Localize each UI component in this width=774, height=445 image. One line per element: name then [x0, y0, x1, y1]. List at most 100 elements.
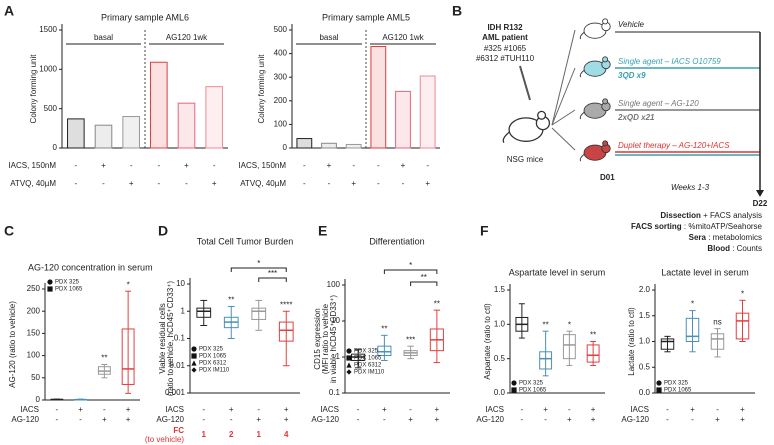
row-sign: - [157, 161, 160, 170]
mouse-icon [579, 18, 611, 40]
row-label: IACS, 150nM [8, 161, 56, 170]
fc-value: 1 [202, 430, 207, 439]
row-sign: + [256, 415, 261, 424]
y-axis-label: Aspartate (ratio to ctl) [483, 303, 492, 380]
bar [296, 138, 313, 149]
legend-marker [346, 369, 352, 375]
row-sign: + [327, 161, 332, 170]
panel-label: B [452, 3, 462, 19]
row-sign: - [328, 179, 331, 188]
patient-text: AML patient [482, 33, 528, 42]
panel-b: B IDH R132 AML patient #325 #1065 #6312 … [452, 3, 768, 253]
y-axis-label: Colony forming unit [29, 54, 38, 124]
significance: * [691, 300, 694, 309]
row-sign: - [102, 179, 105, 188]
y-tick-label: 200 [27, 306, 41, 315]
row-sign: - [202, 405, 205, 414]
readout: FACS sorting : %mitoATP/Seahorse [631, 222, 763, 231]
arm-schedule: 2xQD x21 [617, 113, 655, 122]
bar [177, 102, 196, 149]
comparison-bracket [230, 267, 287, 272]
row-label: ATVQ, 40µM [240, 179, 286, 188]
comparison-label: * [257, 259, 260, 268]
row-sign: - [74, 161, 77, 170]
significance: ** [101, 354, 107, 363]
fc-value: 2 [229, 430, 234, 439]
chart-title: Aspartate level in serum [509, 267, 606, 277]
row-sign: - [56, 405, 59, 414]
legend-marker [191, 360, 197, 366]
row-sign: - [230, 415, 233, 424]
y-tick-label: 50 [31, 373, 40, 382]
y-tick-label: 0.5 [639, 362, 651, 371]
row-label: IACS [165, 405, 184, 414]
legend-marker [47, 279, 53, 285]
box [278, 321, 294, 342]
panel-label: D [158, 223, 168, 239]
row-label: AG-120 [156, 415, 184, 424]
comparison-label: * [409, 261, 412, 270]
row-sign: + [543, 405, 548, 414]
row-label: AG-120 [621, 415, 649, 424]
box [121, 328, 135, 385]
y-axis-label: in viable hCD45⁺CD33⁺) [329, 295, 338, 383]
row-label: IACS [485, 405, 504, 414]
legend-label: PDX 1065 [664, 388, 692, 394]
y-tick-label: 0.001 [165, 388, 186, 397]
y-axis-label: AG-120 (ratio to vehicle) [8, 301, 17, 388]
comparison-bracket [258, 277, 287, 282]
box [710, 333, 725, 350]
y-tick-label: 0.5 [494, 354, 506, 363]
y-tick-label: 1.0 [639, 337, 651, 346]
chart-title: Differentiation [369, 236, 424, 246]
box [660, 338, 675, 350]
y-tick-label: 1.0 [494, 319, 506, 328]
row-sign: - [303, 161, 306, 170]
significance: ** [381, 324, 387, 333]
row-sign: + [101, 161, 106, 170]
row-sign: + [690, 405, 695, 414]
row-label: AG-120 [311, 415, 339, 424]
comparison-bracket [383, 269, 438, 274]
row-sign: - [357, 415, 360, 424]
bar [345, 143, 362, 149]
row-sign: - [409, 405, 412, 414]
syringe [519, 65, 531, 101]
row-sign: + [212, 179, 217, 188]
end-day: D22 [753, 199, 768, 208]
y-axis-label: Viable residual cells [158, 303, 167, 374]
y-axis-label: (ratio to vehicle, hCD45⁺CD33⁺) [166, 281, 175, 396]
y-tick-label: 1000 [39, 64, 57, 73]
row-label: IACS [630, 405, 649, 414]
arm-label: Single agent – IACS O10759 [618, 57, 721, 66]
row-sign: + [401, 161, 406, 170]
fc-label: FC [173, 426, 184, 435]
row-sign: - [257, 405, 260, 414]
panel-label: F [480, 223, 489, 239]
row-sign: - [544, 415, 547, 424]
legend-marker [656, 380, 662, 386]
box [562, 334, 576, 360]
row-sign: + [351, 179, 356, 188]
legend-label: PDX IM110 [354, 370, 385, 376]
legend-label: PDX 325 [199, 347, 224, 353]
row-sign: - [303, 179, 306, 188]
significance: * [741, 289, 744, 298]
legend-label: PDX 325 [55, 280, 80, 286]
significance: ** [434, 299, 440, 308]
significance: * [127, 280, 130, 289]
row-sign: + [102, 415, 107, 424]
y-tick-label: 1500 [39, 25, 57, 34]
row-sign: - [666, 415, 669, 424]
readout-term: Sera [689, 233, 707, 242]
legend-marker [191, 353, 197, 359]
bar [150, 61, 168, 149]
y-tick-label: 300 [274, 72, 288, 81]
mouse-icon [502, 110, 551, 144]
legend-marker [656, 387, 662, 393]
legend-marker [511, 387, 517, 393]
group-label: AG120 1wk [166, 33, 208, 42]
y-tick-label: 100 [327, 280, 341, 289]
readout-term: Blood [707, 244, 730, 253]
row-sign: - [357, 405, 360, 414]
